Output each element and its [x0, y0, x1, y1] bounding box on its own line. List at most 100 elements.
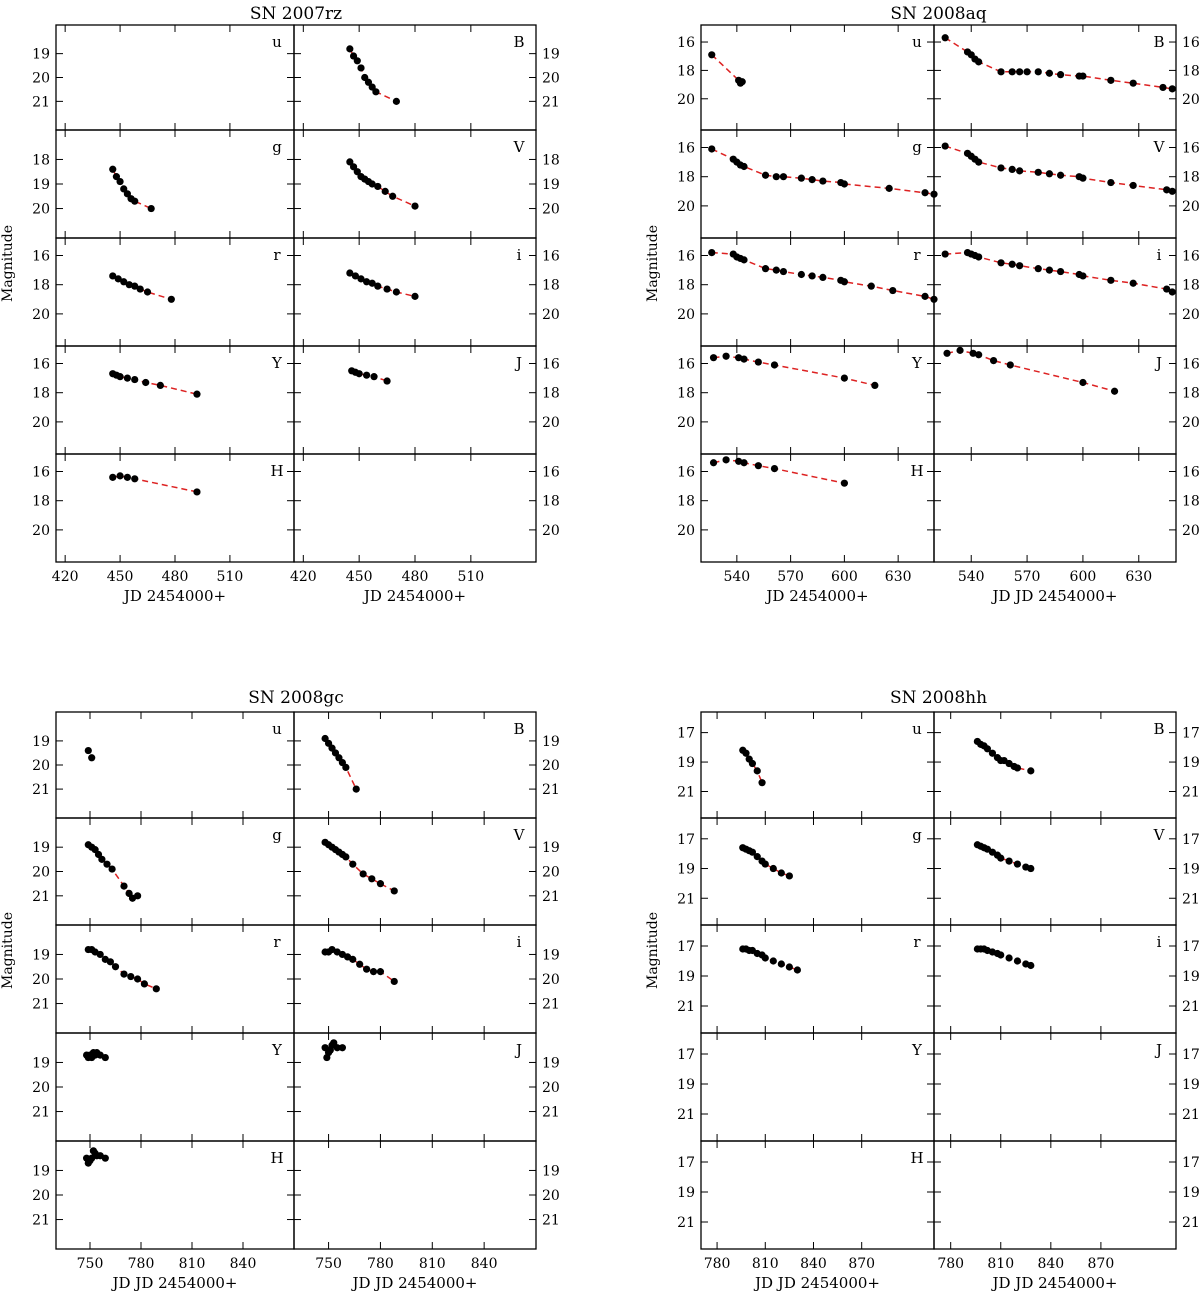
data-point	[1129, 279, 1137, 287]
panel-H: 16 18 20 540 570 600 630 H JD 2454000+	[677, 453, 935, 605]
y-tick-label: 17	[1182, 832, 1200, 848]
y-tick-label: 16	[677, 35, 695, 51]
y-tick-label: 21	[677, 1107, 695, 1123]
data-point	[740, 459, 748, 467]
data-point	[88, 754, 96, 762]
band-label: H	[270, 462, 283, 480]
panel-frame	[933, 129, 1177, 239]
y-tick-label: 21	[32, 782, 50, 798]
data-point	[1107, 276, 1115, 284]
data-point	[975, 351, 983, 359]
data-point	[840, 180, 848, 188]
data-point	[1079, 378, 1087, 387]
panel-frame	[933, 1140, 1177, 1250]
panel-empty: 17 19 21 780 810 840 870 JD JD 2454000+	[933, 1140, 1200, 1292]
data-point	[770, 464, 779, 473]
panel-frame	[933, 711, 1177, 819]
fit-line	[944, 145, 1173, 193]
y-tick-label: 16	[32, 357, 50, 373]
y-tick-label: 19	[542, 1163, 560, 1179]
y-tick-label: 20	[1182, 415, 1200, 431]
x-axis-label: JD 2454000+	[362, 587, 466, 605]
data-point	[740, 256, 748, 264]
y-tick-label: 18	[542, 494, 560, 510]
data-point	[742, 749, 750, 757]
band-label: J	[514, 1041, 522, 1059]
x-tick-label: 570	[1014, 569, 1041, 585]
y-tick-label: 21	[1182, 1107, 1200, 1123]
panel-B: 19 20 21 B	[293, 24, 560, 131]
data-point	[381, 187, 389, 195]
x-tick-label: 600	[1070, 569, 1097, 585]
panel-frame	[700, 129, 935, 239]
data-point	[708, 145, 716, 153]
data-point	[342, 763, 350, 772]
band-label: u	[912, 33, 922, 51]
band-label: Y	[271, 1041, 283, 1059]
x-axis-label: JD JD 2454000+	[991, 1274, 1118, 1292]
band-label: i	[517, 246, 522, 264]
y-tick-label: 20	[32, 307, 50, 323]
data-point	[889, 286, 897, 295]
data-point	[390, 887, 398, 895]
panel-empty: 16 18 20 540 570 600 630 JD JD 2454000+	[933, 453, 1200, 605]
data-point	[125, 281, 133, 289]
y-tick-label: 16	[1182, 357, 1200, 373]
data-point	[1027, 864, 1035, 873]
data-point	[108, 865, 116, 873]
y-tick-label: 21	[1182, 1215, 1200, 1231]
y-tick-label: 19	[32, 840, 50, 856]
y-tick-label: 18	[1182, 63, 1200, 79]
data-point	[989, 356, 998, 365]
data-point	[997, 259, 1005, 267]
y-axis-label: Magnitude	[0, 225, 16, 302]
data-point	[819, 273, 827, 282]
y-tick-label: 17	[677, 726, 695, 742]
data-point	[352, 785, 360, 793]
panel-frame	[293, 817, 537, 926]
data-point	[840, 278, 848, 286]
y-tick-label: 20	[542, 523, 560, 539]
data-point	[346, 269, 354, 277]
data-point	[1079, 72, 1087, 80]
data-point	[722, 352, 730, 360]
y-tick-label: 18	[542, 152, 560, 168]
data-point	[383, 285, 391, 293]
data-point	[346, 158, 354, 166]
band-label: V	[513, 138, 526, 156]
data-point	[376, 880, 385, 888]
band-label: r	[913, 246, 921, 264]
y-tick-label: 18	[677, 170, 695, 186]
band-label: g	[912, 826, 922, 844]
panel-i: 16 18 20 i	[293, 237, 560, 347]
band-label: r	[913, 933, 921, 951]
data-point	[390, 977, 398, 986]
panel-frame	[933, 817, 1177, 926]
panel-V: 19 20 21 V	[293, 817, 560, 926]
band-label: u	[272, 720, 282, 738]
data-point	[983, 745, 992, 753]
data-point	[123, 374, 131, 382]
data-point	[921, 292, 929, 300]
data-point	[349, 860, 357, 868]
x-tick-label: 840	[800, 1256, 827, 1272]
data-point	[1027, 961, 1035, 970]
data-point	[411, 292, 419, 300]
data-point	[131, 197, 139, 205]
y-tick-label: 21	[542, 997, 560, 1013]
x-tick-label: 630	[885, 569, 912, 585]
y-tick-label: 21	[677, 785, 695, 801]
x-tick-label: 840	[1037, 1256, 1064, 1272]
data-point	[1129, 181, 1137, 190]
x-tick-label: 810	[419, 1256, 446, 1272]
data-point	[383, 377, 391, 385]
panel-frame	[700, 924, 935, 1034]
data-point	[840, 479, 848, 487]
x-tick-label: 570	[777, 569, 804, 585]
y-tick-label: 16	[677, 465, 695, 481]
y-tick-label: 20	[32, 202, 50, 218]
panel-Y: 16 18 20 Y	[32, 345, 295, 455]
